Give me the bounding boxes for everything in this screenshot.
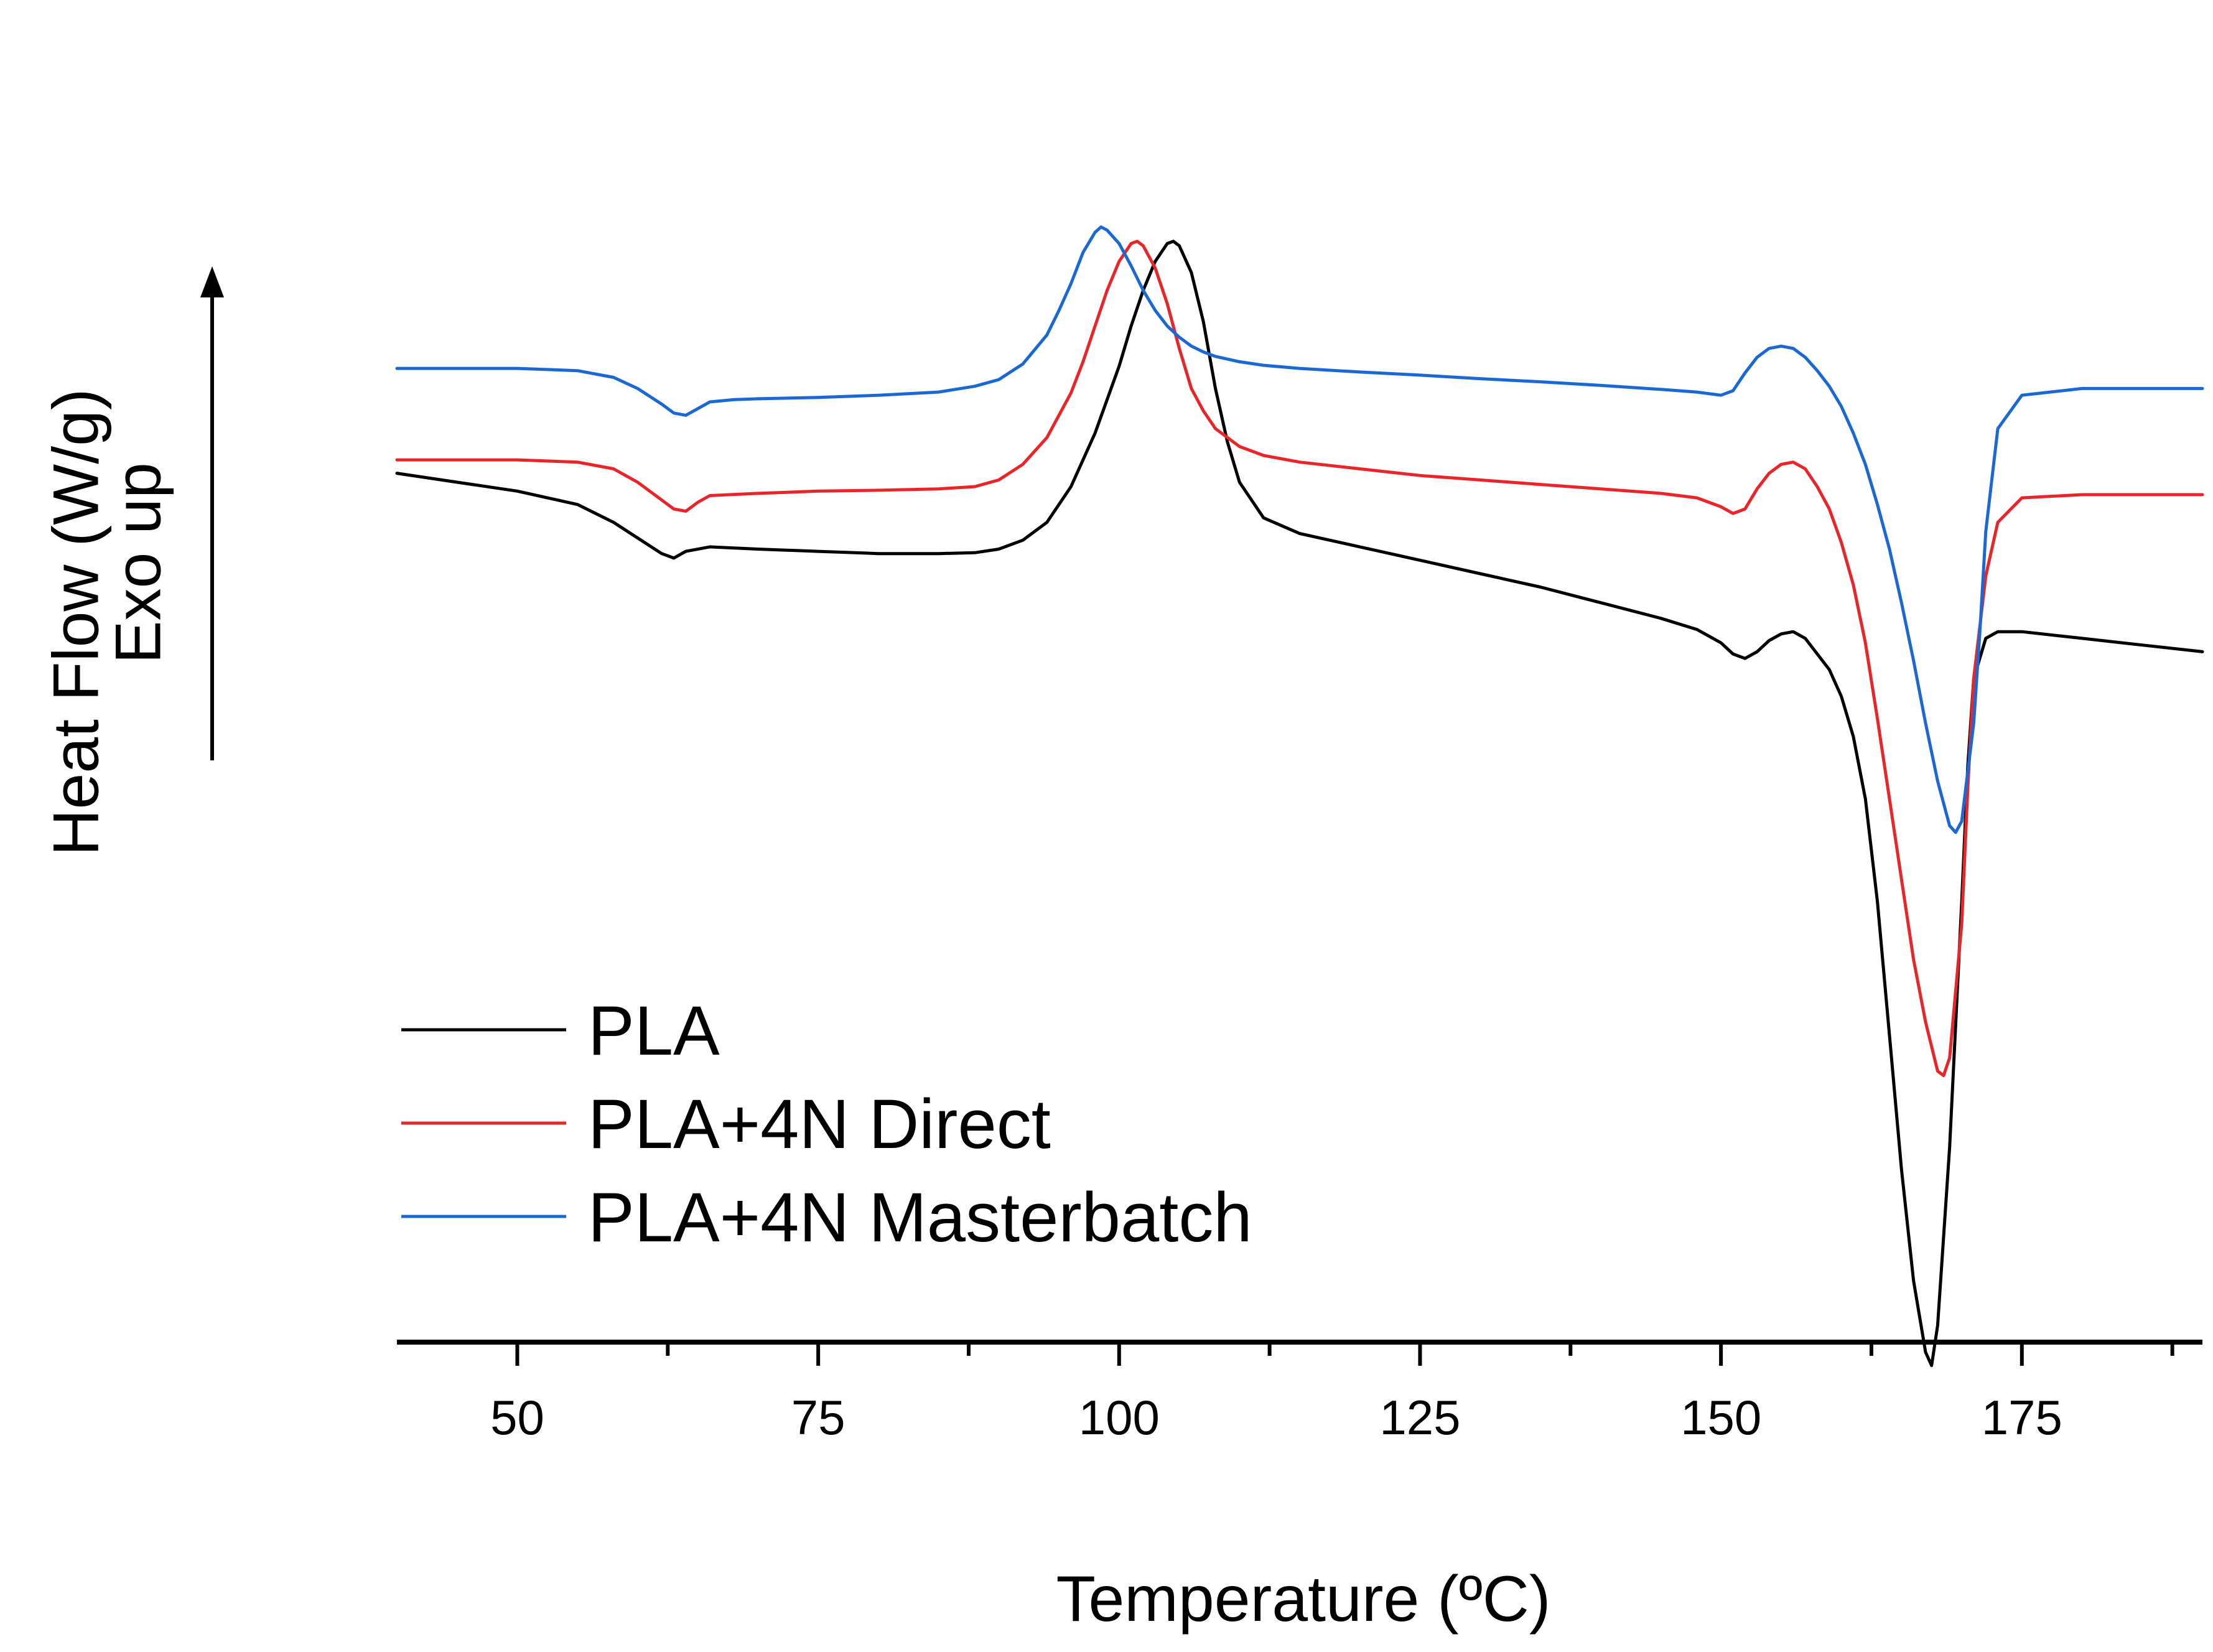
- series-line-pla-4n-masterbatch: [395, 225, 2204, 834]
- y-axis-title: Heat Flow (W/g): [40, 388, 112, 856]
- x-tick-label-150: 150: [1680, 1390, 1761, 1445]
- series-layer: [395, 225, 2204, 1368]
- exo-direction-arrow: [200, 266, 224, 760]
- y-axis-subtitle: Exo up: [102, 462, 174, 664]
- x-tick-label-50: 50: [490, 1390, 544, 1445]
- x-axis: 50 75 100 125 150 175: [397, 1340, 2202, 1445]
- plot-area: [395, 225, 2204, 1368]
- x-axis-ticks: 50 75 100 125 150 175: [490, 1342, 2174, 1445]
- legend-label-pla-4n-direct: PLA+4N Direct: [588, 1085, 1051, 1163]
- x-tick-label-100: 100: [1079, 1390, 1160, 1445]
- exo-arrow-head-icon: [200, 266, 224, 297]
- x-tick-label-175: 175: [1982, 1390, 2062, 1445]
- series-line-pla-4n-direct: [395, 240, 2204, 1078]
- x-axis-title: Temperature (ºC): [1056, 1563, 1550, 1635]
- legend: PLA PLA+4N Direct PLA+4N Masterbatch: [401, 992, 1252, 1256]
- x-tick-label-75: 75: [791, 1390, 846, 1445]
- series-line-pla: [395, 240, 2204, 1368]
- x-tick-label-125: 125: [1379, 1390, 1460, 1445]
- legend-label-pla: PLA: [588, 992, 720, 1070]
- legend-label-pla-4n-masterbatch: PLA+4N Masterbatch: [588, 1178, 1252, 1256]
